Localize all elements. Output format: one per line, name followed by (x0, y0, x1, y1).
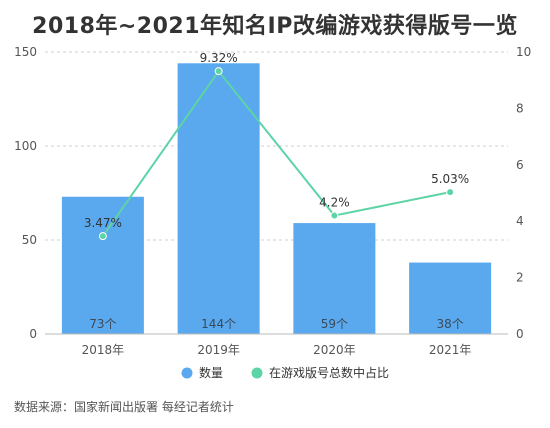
y-left-tick-label: 150 (14, 45, 37, 59)
y-right-tick-label: 0 (516, 327, 524, 341)
percent-point (214, 67, 223, 76)
bar-value-label: 144个 (201, 317, 236, 331)
bar-2019年 (177, 63, 260, 334)
legend-marker (181, 367, 193, 379)
y-left-tick-label: 0 (29, 327, 37, 341)
percent-value-label: 4.2% (319, 196, 350, 210)
bar-value-label: 59个 (321, 317, 348, 331)
grid-lines (45, 51, 508, 241)
percent-point (98, 232, 107, 241)
percent-value-label: 9.32% (200, 51, 238, 65)
bar-value-label: 38个 (436, 317, 463, 331)
y-right-tick-label: 10 (516, 45, 531, 59)
y-right-tick-label: 2 (516, 271, 524, 285)
x-tick-label: 2020年 (313, 343, 356, 357)
bar-value-label: 73个 (89, 317, 116, 331)
legend: 数量 在游戏版号总数中占比 (181, 365, 389, 380)
legend-marker (251, 367, 263, 379)
bar-2018年 (61, 196, 144, 334)
y-left-tick-label: 50 (22, 233, 37, 247)
x-tick-label: 2018年 (82, 343, 125, 357)
bar-2020年 (293, 223, 376, 334)
y-right-tick-label: 4 (516, 214, 524, 228)
percent-series-line (102, 69, 451, 237)
x-tick-label: 2021年 (429, 343, 472, 357)
y-right-tick-label: 6 (516, 158, 524, 172)
x-tick-label: 2019年 (197, 343, 240, 357)
legend-label: 在游戏版号总数中占比 (269, 365, 389, 380)
bar-2021年 (409, 262, 492, 334)
y-right-tick-label: 8 (516, 101, 524, 115)
percent-point (330, 211, 339, 220)
chart-title: 2018年~2021年知名IP改编游戏获得版号一览 (32, 14, 518, 39)
legend-label: 数量 (199, 365, 223, 380)
percent-line (98, 67, 455, 241)
percent-value-label: 3.47% (84, 216, 122, 230)
y-left-tick-label: 100 (14, 139, 37, 153)
data-labels: 73个 144个 59个 38个 3.47% 9.32% 4.2% 5.03% (84, 51, 469, 331)
percent-point (446, 188, 455, 197)
axes: 0 50 100 150 0 2 4 6 8 10 2018年 2019年 2020年 2021年 (14, 45, 531, 357)
bars (61, 63, 492, 334)
data-source-note: 数据来源：国家新闻出版署 每经记者统计 (14, 400, 234, 414)
percent-value-label: 5.03% (431, 172, 469, 186)
